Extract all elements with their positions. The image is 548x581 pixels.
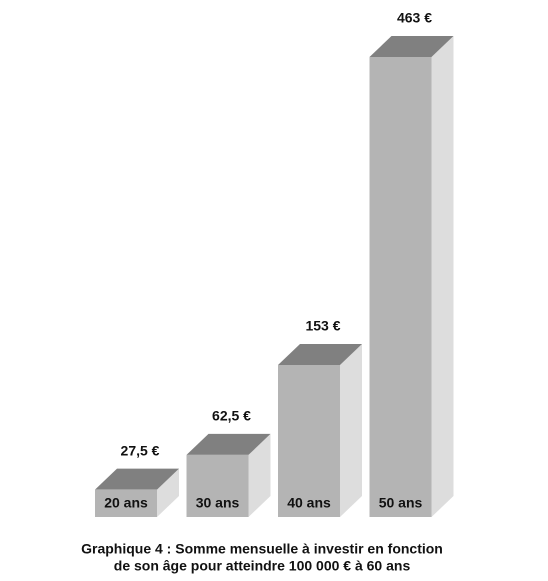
value-label: 153 €: [305, 318, 340, 334]
value-label: 62,5 €: [212, 408, 251, 424]
bar: [278, 364, 340, 517]
category-label: 30 ans: [196, 495, 240, 511]
caption-line: Graphique 4 : Somme mensuelle à investir…: [81, 541, 443, 557]
bar-side: [157, 468, 179, 517]
bar-side: [431, 36, 454, 517]
bar-top: [186, 433, 271, 455]
value-label: 463 €: [397, 10, 432, 26]
bar-top: [95, 468, 179, 490]
caption-line: de son âge pour atteindre 100 000 € à 60…: [114, 558, 411, 574]
bar: [95, 489, 157, 517]
bar-side: [340, 343, 362, 517]
value-label: 27,5 €: [121, 442, 160, 458]
category-label: 50 ans: [379, 495, 423, 511]
bar-side: [248, 433, 271, 517]
bar-top: [369, 36, 454, 57]
bar-top: [278, 343, 362, 365]
bar: [186, 454, 249, 517]
category-label: 40 ans: [287, 495, 331, 511]
category-label: 20 ans: [104, 495, 148, 511]
bar: [369, 57, 432, 517]
